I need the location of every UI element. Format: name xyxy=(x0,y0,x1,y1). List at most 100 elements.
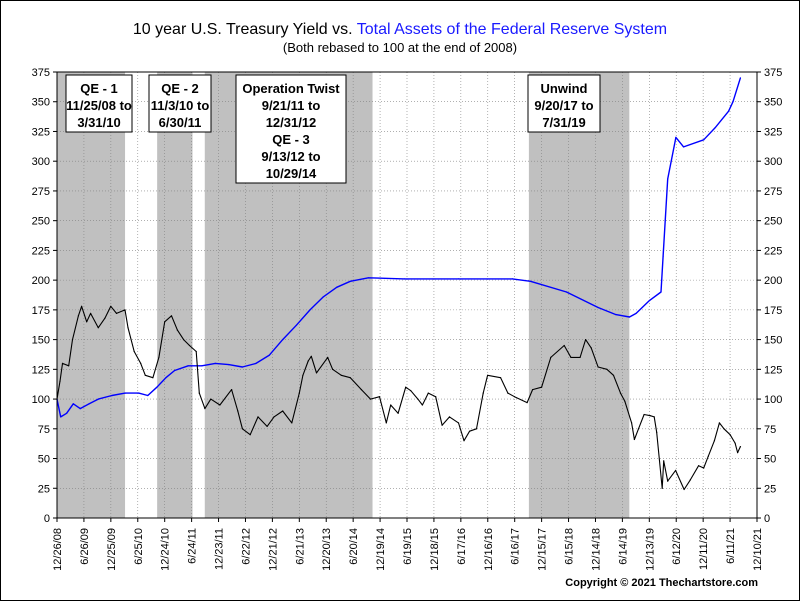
y-tick-label: 275 xyxy=(764,186,782,198)
data-point xyxy=(435,396,437,398)
data-point xyxy=(378,396,381,398)
data-point xyxy=(649,299,651,301)
y-tick-label: 250 xyxy=(764,216,782,228)
period-label-text: 10/29/14 xyxy=(266,166,317,181)
data-point xyxy=(310,355,312,357)
data-point xyxy=(662,255,664,257)
data-point xyxy=(565,291,568,293)
data-point xyxy=(302,374,304,376)
treasury-yield-line xyxy=(56,305,741,491)
data-point xyxy=(219,404,221,406)
data-point xyxy=(590,347,592,349)
x-tick-label: 12/25/09 xyxy=(106,528,118,571)
x-tick-label: 12/13/19 xyxy=(644,528,656,571)
data-point xyxy=(624,400,626,402)
data-point xyxy=(133,350,135,353)
data-point xyxy=(307,360,309,362)
y-tick-label: 300 xyxy=(32,156,50,168)
y-tick-label: 275 xyxy=(32,186,50,198)
data-point xyxy=(482,392,484,394)
data-point xyxy=(198,392,200,394)
data-point xyxy=(68,365,70,367)
data-point xyxy=(268,354,270,356)
x-tick-label: 6/12/20 xyxy=(671,528,683,565)
x-tick-label: 12/11/20 xyxy=(698,528,710,570)
y-tick-label: 375 xyxy=(32,67,50,79)
data-point xyxy=(164,321,166,323)
y-tick-label: 75 xyxy=(38,424,50,436)
data-point xyxy=(550,356,552,358)
y-tick-label: 200 xyxy=(764,275,782,287)
y-tick-label: 50 xyxy=(38,454,50,466)
y-tick-label: 225 xyxy=(32,245,50,257)
data-point xyxy=(585,339,587,341)
shaded-periods xyxy=(57,72,630,518)
y-tick-label: 100 xyxy=(764,394,782,406)
data-point xyxy=(417,398,419,400)
data-point xyxy=(214,362,216,364)
data-point xyxy=(513,396,516,398)
y-tick-label: 0 xyxy=(764,513,770,525)
data-point xyxy=(152,377,154,379)
label-box-bg xyxy=(65,74,133,133)
y-tick-label: 150 xyxy=(32,335,50,347)
data-point xyxy=(660,291,662,293)
data-point xyxy=(637,428,640,430)
data-point xyxy=(158,356,160,358)
data-point xyxy=(77,315,79,317)
data-point xyxy=(315,372,318,374)
data-point xyxy=(421,404,423,406)
data-point xyxy=(526,402,528,404)
y-tick-label: 125 xyxy=(764,364,782,376)
data-point xyxy=(140,362,142,364)
data-point xyxy=(61,362,64,364)
x-tick-label: 6/16/17 xyxy=(510,528,522,565)
x-tick-label: 6/19/15 xyxy=(402,528,414,565)
x-tick-label: 12/19/14 xyxy=(375,528,387,571)
data-point xyxy=(729,434,731,436)
data-point xyxy=(457,278,460,280)
period-label-box: QE - 2 11/3/10 to 6/30/11 xyxy=(148,74,212,133)
data-point xyxy=(675,469,677,471)
y-tick-label: 300 xyxy=(764,156,782,168)
data-point xyxy=(327,356,329,358)
data-point xyxy=(340,374,342,376)
data-point xyxy=(195,350,197,353)
copyright-text: Copyright © 2021 Thechartstore.com xyxy=(565,577,758,589)
data-point xyxy=(147,394,149,397)
data-point xyxy=(707,455,709,457)
y-tick-label: 375 xyxy=(764,67,782,79)
data-point xyxy=(255,362,257,364)
data-point xyxy=(66,412,68,414)
period-label-text: QE - 3 xyxy=(272,132,310,147)
data-point xyxy=(597,366,599,368)
data-point xyxy=(156,386,158,388)
data-point xyxy=(115,312,118,314)
data-point xyxy=(405,386,407,388)
shaded-period xyxy=(57,72,126,518)
data-point xyxy=(231,389,233,391)
data-point xyxy=(563,344,565,347)
data-point xyxy=(367,277,369,279)
data-point xyxy=(241,428,243,430)
period-label-text: QE - 1 xyxy=(80,81,118,96)
x-tick-label: 6/17/16 xyxy=(456,528,468,565)
shaded-period xyxy=(157,72,193,518)
y-tick-label: 25 xyxy=(764,483,776,495)
data-point xyxy=(619,392,622,394)
data-point xyxy=(403,278,405,280)
data-point xyxy=(675,136,677,138)
y-axis-right: 0 25 50 75 100 125 150 175 200 225 250 275 300 325 350… xyxy=(757,67,782,525)
data-point xyxy=(570,356,572,358)
x-tick-label: 12/24/10 xyxy=(160,528,172,571)
x-tick-label: 6/25/10 xyxy=(133,528,145,565)
data-point xyxy=(124,309,126,311)
data-point xyxy=(631,422,633,424)
data-point xyxy=(500,377,502,379)
chart-subtitle: (Both rebased to 100 at the end of 2008) xyxy=(283,40,517,55)
data-point xyxy=(689,479,691,481)
data-point xyxy=(188,344,191,347)
data-point xyxy=(110,305,112,307)
data-point xyxy=(298,392,300,394)
